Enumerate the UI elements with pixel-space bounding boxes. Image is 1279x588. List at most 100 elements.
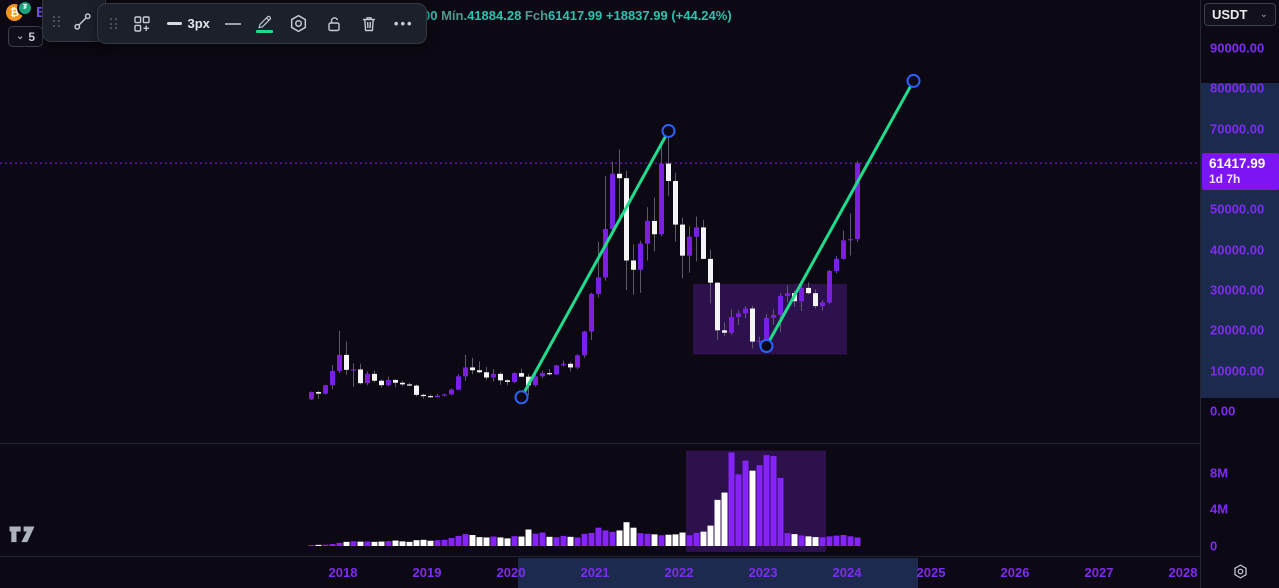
drawing-tool-mini-toolbar[interactable] [42,0,106,42]
price-tick-label: 30000.00 [1210,282,1265,298]
volume-bar [497,537,504,546]
price-tick-label: 0.00 [1210,403,1236,419]
ohlc-readout: 00 Mín.41884.28 Fch61417.99 +18837.99 (+… [423,8,732,23]
candle-body [736,313,741,317]
volume-bar [826,536,833,546]
candle-body [771,314,776,318]
candle-body [624,178,629,261]
candle-body [715,282,720,331]
price-axis-selection-band [1201,82,1279,399]
volume-bar [455,535,462,546]
volume-bar [322,544,329,546]
candle-body [470,367,475,371]
candle-body [309,392,314,400]
legend-collapse-button[interactable]: ⌄ 5 [8,26,44,47]
candle-body [323,385,328,394]
candle-body [330,371,335,386]
volume-range-box-drawing[interactable] [686,450,826,552]
color-pencil-icon [258,15,271,29]
more-options-icon[interactable]: ••• [393,16,414,31]
drag-handle-icon[interactable] [51,14,62,29]
year-tick-label: 2018 [328,565,358,580]
candle-body [603,229,608,278]
volume-bar [679,532,686,546]
drawing-anchor-point[interactable] [759,339,774,354]
trendline-tool-icon[interactable] [70,9,95,34]
candle-body [442,394,447,396]
line-width-button[interactable]: 3px [165,14,212,33]
candle-body [498,373,503,381]
chevron-down-icon: ⌄ [16,30,25,42]
unlock-icon[interactable] [322,12,346,36]
candle-body [421,394,426,397]
candle-body [365,373,370,384]
template-add-icon[interactable] [130,12,154,36]
volume-bar [364,541,371,546]
candle-body [673,181,678,225]
tradingview-logo[interactable] [9,526,37,543]
drawing-anchor-point[interactable] [661,123,676,138]
ohlc-field-value: +18837.99 (+44.24%) [605,8,732,23]
candle-body [729,316,734,333]
candle-body [820,302,825,307]
hidden-items-count: 5 [28,29,36,44]
volume-bar [469,535,476,546]
candle-body [379,380,384,386]
drawing-anchor-point[interactable] [514,390,529,405]
candle-body [491,373,496,378]
drawing-floating-toolbar[interactable]: 3px [97,3,427,44]
ohlc-field-label: Fch [524,8,549,23]
candle-body [855,163,860,240]
candle-body [344,354,349,370]
trend-line-drawing[interactable] [520,129,670,399]
volume-bar [399,541,406,546]
price-tick-label: 90000.00 [1210,40,1265,56]
currency-label: USDT [1212,7,1248,22]
line-color-button[interactable] [254,12,275,35]
volume-bar [336,542,343,546]
candle-body [764,317,769,341]
volume-bar [798,535,805,546]
candle-body [680,224,685,256]
color-swatch [255,30,273,33]
price-axis[interactable]: USDT ⌄ 61417.99 1d 7h 90000.00 80000.00 70… [1200,0,1279,588]
candle-body [428,396,433,398]
volume-bar [343,541,350,546]
candle-body [666,163,671,182]
candle-body [561,363,566,366]
volume-bar [490,536,497,546]
candle-body [435,395,440,398]
year-tick-label: 2024 [832,565,862,580]
ohlc-field-label: Mín. [441,8,468,23]
time-axis[interactable]: 2018 2019 2020 2021 2022 2023 2024 2025 2026 2027… [0,556,1200,588]
chart-canvas[interactable] [0,0,1200,556]
volume-bar [728,452,735,546]
trend-line-drawing[interactable] [765,79,915,348]
candle-body [694,227,699,237]
volume-bar [791,534,798,546]
candle-body [505,380,510,382]
drawing-anchor-point[interactable] [906,73,921,88]
year-tick-label: 2022 [664,565,694,580]
trash-icon[interactable] [357,12,381,36]
candle-body [743,308,748,314]
volume-bar [357,541,364,546]
drag-handle-icon[interactable] [108,16,119,31]
volume-bar [329,544,336,546]
settings-hexagon-icon[interactable] [286,11,311,36]
candle-body [708,258,713,283]
volume-bar [805,536,812,546]
candle-body [659,163,664,235]
line-style-button[interactable] [223,21,243,27]
volume-bar [833,535,840,546]
axis-settings-gear-icon[interactable] [1232,563,1249,580]
volume-bar [420,539,427,546]
volume-bar [413,540,420,546]
candle-body [652,220,657,235]
volume-bar [581,533,588,546]
candle-body [778,296,783,315]
currency-toggle-button[interactable]: USDT ⌄ [1204,3,1276,26]
candle-body [687,236,692,256]
candle-body [372,373,377,381]
volume-bar [560,535,567,546]
